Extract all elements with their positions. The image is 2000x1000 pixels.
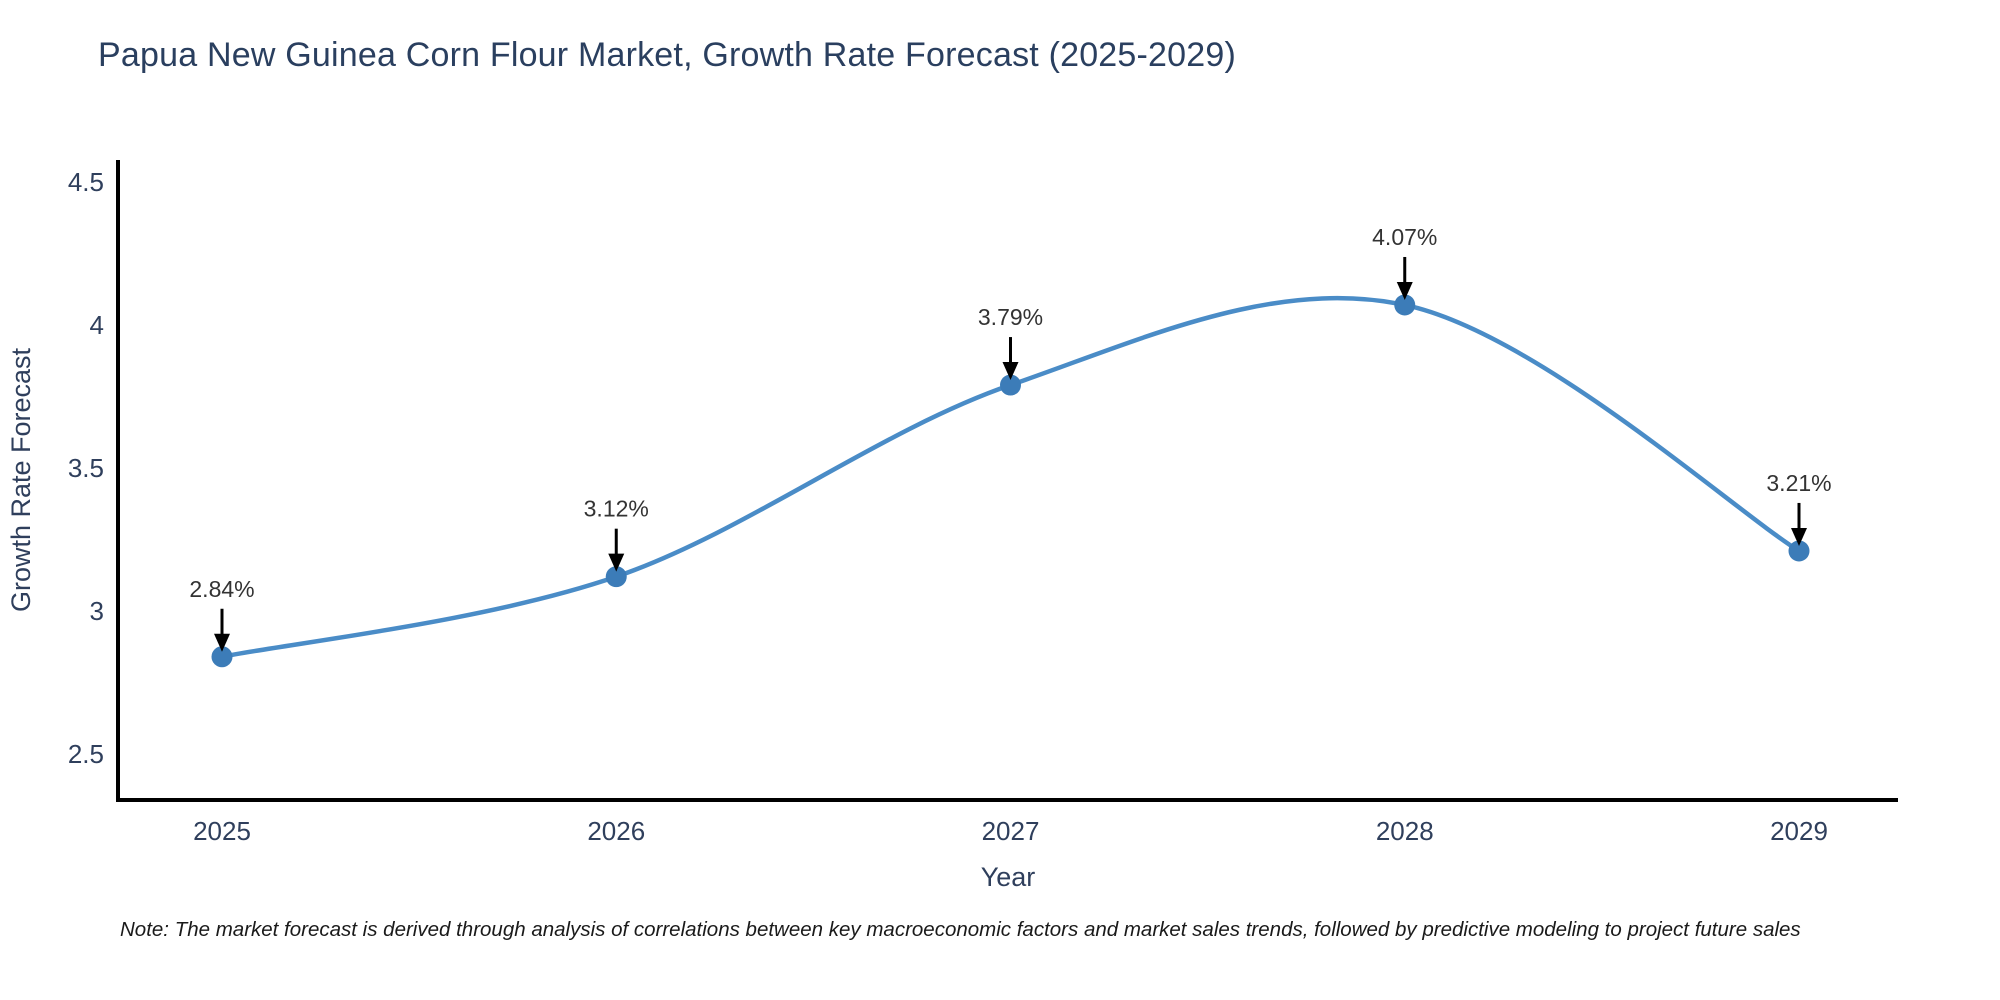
annotation-arrowhead-icon [1396, 281, 1413, 300]
x-tick-label: 2028 [1376, 816, 1434, 846]
data-point-label: 3.21% [1766, 470, 1831, 496]
data-point-label: 4.07% [1372, 224, 1437, 250]
y-tick-label: 4.5 [68, 167, 104, 197]
y-tick-label: 2.5 [68, 739, 104, 769]
y-tick-label: 3 [90, 596, 104, 626]
footnote: Note: The market forecast is derived thr… [120, 918, 1801, 941]
data-point-label: 2.84% [189, 576, 254, 602]
annotation-arrowhead-icon [1791, 527, 1807, 546]
y-tick-label: 4 [90, 310, 104, 340]
x-tick-label: 2029 [1770, 816, 1828, 846]
x-tick-label: 2026 [587, 816, 645, 846]
y-axis-title: Growth Rate Forecast [6, 347, 36, 612]
data-point-marker [1394, 294, 1416, 316]
x-axis-title: Year [981, 862, 1036, 892]
chart-title: Papua New Guinea Corn Flour Market, Grow… [98, 36, 1237, 74]
data-point-label: 3.79% [978, 304, 1043, 330]
data-point-marker [605, 566, 627, 588]
annotation-arrowhead-icon [1002, 362, 1019, 381]
data-point-marker [1000, 374, 1021, 396]
annotation-arrowhead-icon [214, 633, 230, 652]
data-point-marker [211, 646, 233, 668]
x-tick-label: 2027 [982, 816, 1040, 846]
data-point-marker [1788, 540, 1810, 562]
data-point-label: 3.12% [584, 496, 649, 522]
x-tick-label: 2025 [193, 816, 251, 846]
y-tick-label: 3.5 [68, 453, 104, 483]
annotation-arrowhead-icon [608, 553, 625, 572]
